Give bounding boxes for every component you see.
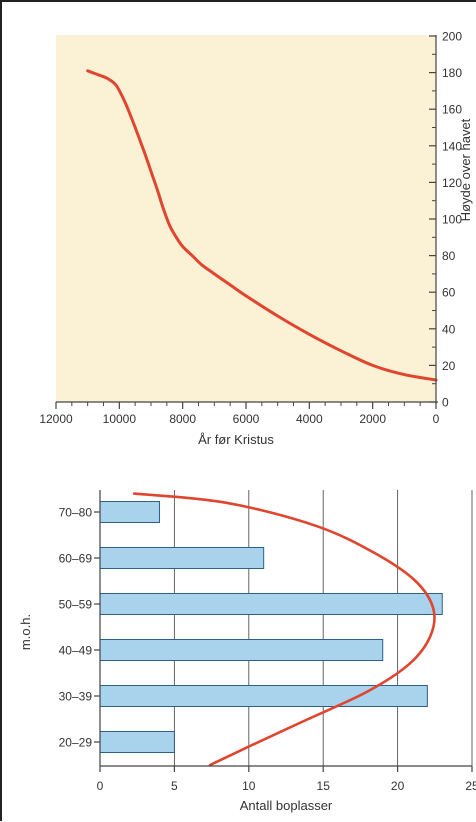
chart1-x-tick-label: 8000 — [169, 412, 196, 426]
chart1-y-tick-label: 80 — [442, 249, 456, 263]
chart1-y-tick-label: 20 — [442, 359, 456, 373]
chart2-x-tick-label: 10 — [242, 779, 256, 793]
chart2-category-label: 20–29 — [59, 736, 93, 750]
sea-level-curve — [86, 69, 438, 382]
chart1-x-tick-label: 0 — [433, 412, 440, 426]
bar-70–80 — [99, 501, 161, 523]
chart1-y-axis-label: Høyde over havet — [458, 118, 473, 221]
chart1-y-tick-label: 120 — [442, 176, 462, 190]
chart1-y-tick-label: 100 — [442, 213, 462, 227]
settlement-trend-curve — [132, 492, 436, 767]
chart1-y-tick-label: 0 — [442, 396, 449, 410]
chart2-x-axis-label: Antall boplasser — [240, 798, 333, 813]
chart1-x-tick-label: 6000 — [233, 412, 260, 426]
bar-20–29 — [99, 731, 175, 753]
chart2-y-axis-label: m.o.h. — [18, 614, 33, 650]
chart1-y-tick-label: 60 — [442, 286, 456, 300]
chart1-x-tick-label: 2000 — [359, 412, 386, 426]
chart1-x-tick-label: 4000 — [296, 412, 323, 426]
chart1-x-tick-label: 12000 — [39, 412, 73, 426]
chart1-y-tick-label: 40 — [442, 322, 456, 336]
chart2-category-label: 60–69 — [59, 552, 93, 566]
chart2-x-tick-label: 25 — [465, 779, 476, 793]
chart1-x-axis-label: År før Kristus — [198, 432, 274, 447]
chart1-panel — [56, 35, 436, 402]
chart1-y-tick-label: 160 — [442, 103, 462, 117]
chart2-x-tick-label: 15 — [317, 779, 331, 793]
settlement-chart: 0 5 10 15 20 25 70–80 60–69 50–59 40–49 30–39 20–29… — [18, 490, 476, 813]
chart2-x-tick-label: 0 — [97, 779, 104, 793]
chart2-category-label: 40–49 — [59, 644, 93, 658]
sea-level-chart: 12000 10000 8000 6000 4000 2000 00 20 40 60 80 100 1… — [39, 30, 473, 448]
chart1-y-tick-label: 180 — [442, 66, 462, 80]
chart1-y-tick-label: 200 — [442, 30, 462, 44]
bar-30–39 — [99, 685, 428, 707]
chart1-x-tick-label: 10000 — [103, 412, 137, 426]
bar-50–59 — [99, 593, 443, 615]
chart1-y-tick-label: 140 — [442, 139, 462, 153]
bar-60–69 — [99, 547, 265, 569]
chart2-category-label: 50–59 — [59, 598, 93, 612]
chart2-x-tick-label: 5 — [171, 779, 178, 793]
chart2-category-label: 30–39 — [59, 690, 93, 704]
chart2-x-tick-label: 20 — [391, 779, 405, 793]
bar-40–49 — [99, 639, 384, 661]
chart2-category-label: 70–80 — [59, 506, 93, 520]
